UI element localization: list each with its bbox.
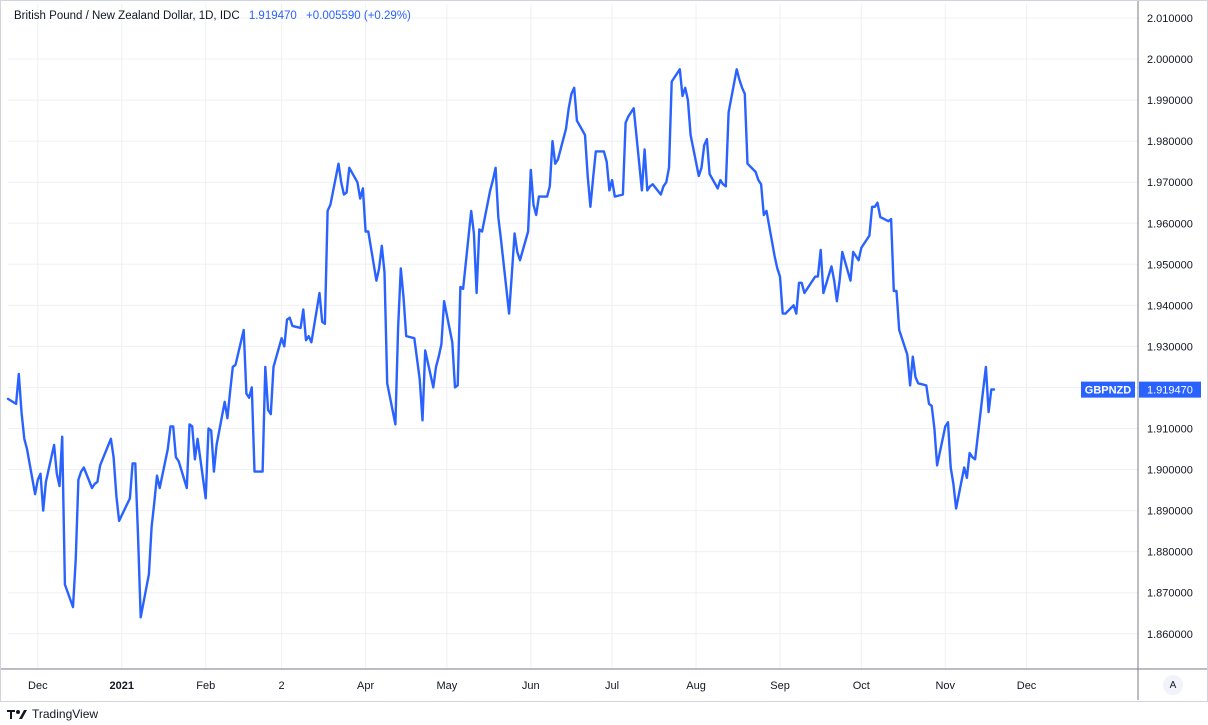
x-tick-label: Aug: [686, 680, 706, 692]
y-tick-label: 1.900000: [1147, 465, 1193, 477]
tradingview-logo-icon: [7, 710, 27, 719]
change-value: +0.005590 (+0.29%): [306, 10, 411, 22]
price-tag-bg: [1139, 381, 1201, 398]
x-tick-label: Jun: [522, 680, 540, 692]
x-tick-label: Apr: [357, 680, 374, 692]
series-layer: [6, 68, 996, 619]
y-tick-label: 1.970000: [1147, 177, 1193, 189]
x-tick-label: 2: [279, 680, 285, 692]
price-tag-label: 1.919470: [1147, 385, 1193, 397]
y-tick-label: 2.010000: [1147, 13, 1193, 25]
y-tick-label: 1.860000: [1147, 629, 1193, 641]
y-tick-label: 1.980000: [1147, 136, 1193, 148]
y-tick-label: 1.990000: [1147, 95, 1193, 107]
y-tick-label: 1.960000: [1147, 218, 1193, 230]
y-tick-label: 1.930000: [1147, 341, 1193, 353]
x-tick-label: Sep: [770, 680, 790, 692]
symbol-tag-bg: [1081, 381, 1135, 398]
x-tick-label: May: [436, 680, 457, 692]
auto-scale-button[interactable]: A: [1163, 675, 1183, 695]
x-tick-label: 2021: [110, 680, 134, 692]
y-tick-label: 1.870000: [1147, 588, 1193, 600]
y-tick-label: 2.000000: [1147, 54, 1193, 66]
x-tick-label: Nov: [935, 680, 955, 692]
tradingview-logo[interactable]: TradingView: [6, 707, 98, 721]
y-tick-label: 1.890000: [1147, 506, 1193, 518]
series-line-gbpnzd: [6, 68, 996, 619]
y-tick-label: 1.940000: [1147, 300, 1193, 312]
x-tick-label: Dec: [28, 680, 48, 692]
symbol-title: British Pound / New Zealand Dollar, 1D, …: [14, 10, 240, 22]
x-tick-label: Jul: [605, 680, 619, 692]
y-tick-label: 1.910000: [1147, 424, 1193, 436]
x-tick-label: Oct: [853, 680, 870, 692]
brand-label: TradingView: [32, 707, 99, 721]
x-tick-label: Feb: [196, 680, 215, 692]
chart-legend: British Pound / New Zealand Dollar, 1D, …: [14, 10, 411, 22]
last-value: 1.919470: [248, 10, 297, 22]
x-tick-label: Dec: [1017, 680, 1037, 692]
symbol-tag-label: GBPNZD: [1085, 385, 1132, 397]
y-tick-label: 1.880000: [1147, 547, 1193, 559]
price-tag-layer: GBPNZD 1.919470: [1081, 381, 1201, 398]
y-tick-label: 1.950000: [1147, 259, 1193, 271]
grid-lines: [8, 4, 1138, 669]
